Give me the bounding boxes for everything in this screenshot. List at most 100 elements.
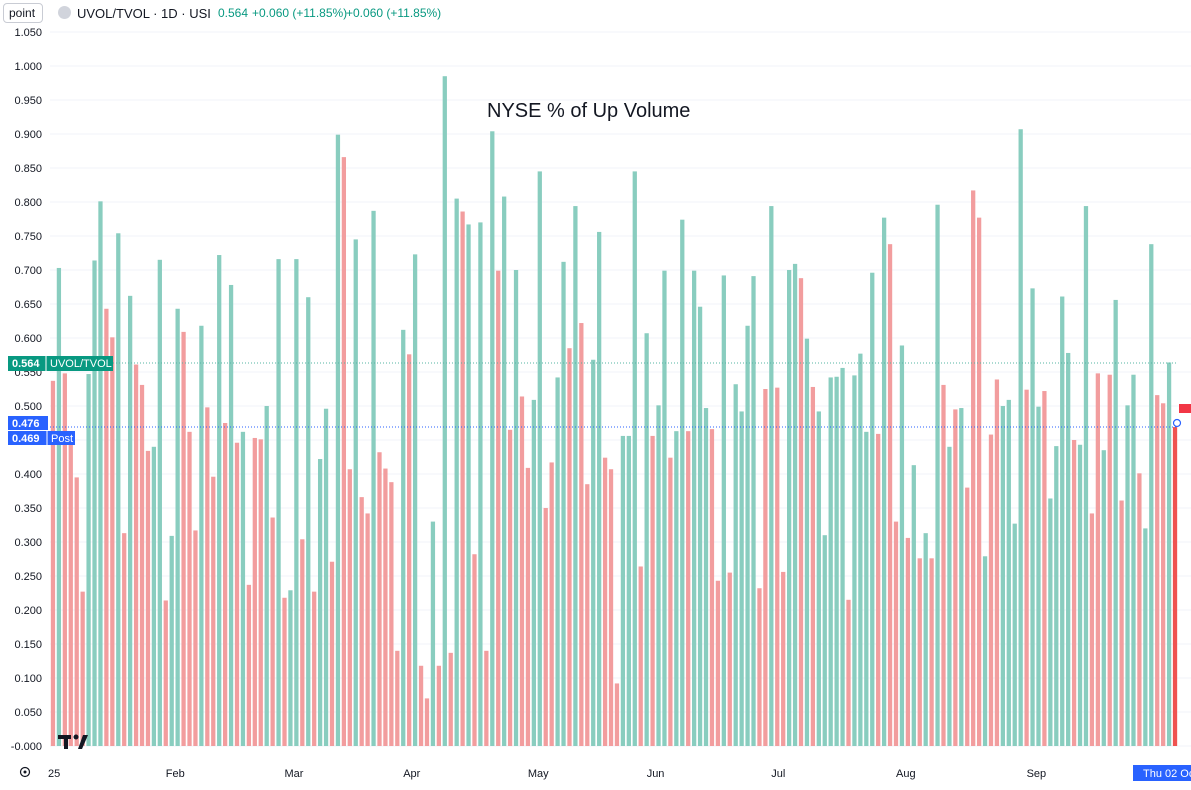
bar xyxy=(858,353,863,746)
bar xyxy=(436,665,441,746)
bar xyxy=(466,224,471,746)
bar xyxy=(519,396,525,746)
bar xyxy=(692,270,697,746)
bar xyxy=(721,275,726,746)
bar xyxy=(1107,374,1112,746)
bar xyxy=(163,600,168,746)
bar xyxy=(674,431,679,746)
svg-text:0.469: 0.469 xyxy=(12,433,40,445)
bar xyxy=(228,284,234,746)
settings-icon[interactable] xyxy=(19,766,31,778)
bar xyxy=(982,556,988,746)
price-change: +0.060 (+11.85%) xyxy=(252,6,348,20)
x-tick-label: Sep xyxy=(1027,768,1047,780)
bar xyxy=(846,599,851,746)
bar xyxy=(804,338,810,746)
bar xyxy=(573,206,578,746)
bar xyxy=(1083,206,1089,746)
bar xyxy=(1095,373,1100,746)
bar xyxy=(1054,446,1059,746)
bar xyxy=(787,270,792,746)
bar xyxy=(935,204,940,747)
bar xyxy=(312,591,317,746)
last-price: 0.564 xyxy=(218,6,249,20)
bar xyxy=(822,535,827,746)
bar xyxy=(145,450,151,746)
svg-text:Thu 02 Oct: Thu 02 Oct xyxy=(1143,768,1191,780)
bar xyxy=(971,190,976,746)
crosshair-value-label: 0.476 xyxy=(8,416,48,430)
bar xyxy=(620,435,626,746)
bar xyxy=(709,429,715,746)
bar xyxy=(697,306,703,746)
y-tick-label: 0.700 xyxy=(14,265,42,277)
bar xyxy=(976,217,982,746)
bar xyxy=(181,331,186,746)
bar xyxy=(911,465,916,746)
bar xyxy=(507,429,513,746)
symbol-title[interactable]: UVOL/TVOL · 1D · USI xyxy=(77,6,211,21)
bar xyxy=(484,650,489,746)
bar xyxy=(703,408,709,746)
bar xyxy=(769,206,774,746)
y-tick-label: 0.500 xyxy=(14,401,42,413)
bar xyxy=(502,196,507,746)
right-marker xyxy=(1179,404,1191,413)
bar xyxy=(169,535,174,746)
bar xyxy=(151,446,157,746)
bar xyxy=(68,433,73,746)
bar xyxy=(1101,450,1106,746)
chart-title: NYSE % of Up Volume xyxy=(487,100,690,122)
y-tick-label: 0.900 xyxy=(14,129,42,141)
bar xyxy=(412,254,418,747)
bar xyxy=(264,406,269,746)
bar xyxy=(56,267,62,746)
bar xyxy=(252,437,257,746)
current-value-label: 0.564 UVOL/TVOL xyxy=(8,356,113,371)
bar xyxy=(876,433,881,746)
bar xyxy=(1113,299,1118,746)
bar xyxy=(383,468,388,746)
bar xyxy=(781,571,786,746)
bar xyxy=(828,377,833,746)
bar xyxy=(359,497,364,746)
bar xyxy=(288,590,293,746)
bar xyxy=(632,171,637,746)
bar xyxy=(1161,403,1166,746)
bar xyxy=(240,431,246,746)
bar xyxy=(947,446,952,746)
bar xyxy=(644,333,649,746)
x-axis: 25 Feb Mar Apr May Jun Jul Aug Sep xyxy=(48,768,1046,780)
y-tick-label: 0.050 xyxy=(14,707,42,719)
x-tick-label: May xyxy=(528,768,549,780)
bar xyxy=(133,364,139,746)
bar xyxy=(715,580,721,746)
bar xyxy=(917,558,922,746)
svg-text:Post: Post xyxy=(51,433,73,445)
bar xyxy=(401,329,406,746)
bar xyxy=(86,374,91,746)
bar xyxy=(1131,374,1136,746)
bar xyxy=(531,399,536,746)
bar xyxy=(668,457,673,746)
bar xyxy=(602,457,608,746)
y-tick-label: 0.250 xyxy=(14,571,42,583)
y-tick-label: 0.400 xyxy=(14,469,42,481)
bar xyxy=(988,434,994,746)
bar xyxy=(965,487,970,746)
bars xyxy=(50,76,1178,747)
bar xyxy=(555,377,560,746)
bar xyxy=(941,384,946,746)
bar xyxy=(442,76,447,746)
bar xyxy=(448,652,453,746)
bar xyxy=(893,521,899,746)
bar xyxy=(834,376,839,746)
x-tick-label: Jun xyxy=(647,768,665,780)
price-change-secondary: +0.060 (+11.85%) xyxy=(346,6,442,20)
symbol-search-input[interactable]: point xyxy=(3,3,43,23)
bar xyxy=(567,348,572,746)
bar xyxy=(638,566,643,746)
bar xyxy=(994,379,1000,746)
y-tick-label: 0.300 xyxy=(14,537,42,549)
